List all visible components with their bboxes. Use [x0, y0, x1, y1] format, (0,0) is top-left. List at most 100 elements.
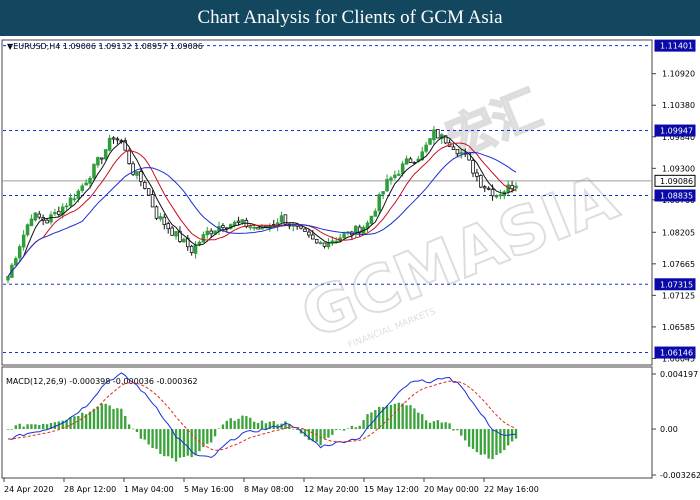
macd-histogram-bar — [96, 407, 100, 430]
candle — [381, 191, 385, 200]
macd-histogram-bar — [471, 429, 475, 449]
current-price-label: 1.09086 — [654, 174, 696, 187]
macd-histogram-bar — [120, 408, 123, 430]
macd-histogram-bar — [38, 424, 41, 430]
candle — [424, 141, 428, 154]
macd-histogram-bar — [346, 428, 350, 430]
candle — [314, 238, 319, 244]
macd-histogram-bar — [14, 425, 17, 430]
macd-histogram-bar — [378, 406, 381, 430]
time-tick-label: 8 May 08:00 — [244, 485, 294, 494]
candle — [436, 129, 440, 139]
time-tick-label: 12 May 20:00 — [304, 485, 359, 494]
macd-histogram-bar — [284, 421, 287, 430]
candle — [111, 136, 116, 144]
macd-histogram-bar — [272, 420, 275, 430]
title-bar: Chart Analysis for Clients of GCM Asia — [0, 0, 700, 36]
macd-histogram-bar — [73, 416, 76, 430]
candle — [166, 221, 170, 234]
price-tick-label: 1.10920 — [662, 70, 695, 79]
macd-histogram-bar — [202, 429, 205, 448]
candle — [17, 244, 22, 262]
candle — [502, 190, 507, 200]
svg-text:1.07315: 1.07315 — [660, 280, 693, 289]
candle — [408, 156, 413, 163]
macd-histogram-bar — [229, 418, 232, 430]
macd-histogram-bar — [108, 405, 111, 430]
macd-histogram-bar — [428, 422, 432, 430]
candle — [96, 156, 100, 168]
macd-histogram-bar — [260, 420, 264, 430]
candle — [357, 224, 362, 237]
svg-text:1.06146: 1.06146 — [660, 349, 693, 358]
macd-histogram-bar — [135, 429, 139, 433]
svg-text:1.09086: 1.09086 — [660, 177, 693, 186]
macd-histogram-bar — [370, 412, 373, 430]
price-tick-label: 1.09840 — [662, 133, 695, 142]
macd-histogram-bar — [253, 421, 256, 430]
candle — [25, 223, 30, 237]
candle — [385, 174, 389, 193]
price-tick-label: 1.06045 — [662, 354, 695, 363]
macd-histogram-bar — [41, 423, 45, 430]
macd-histogram-bar — [26, 424, 29, 430]
symbol-info: ▼EURUSD,H4 1.09006 1.09132 1.08957 1.090… — [7, 42, 203, 51]
candle — [279, 211, 284, 225]
macd-histogram-bar — [264, 423, 268, 430]
time-tick-label: 28 Apr 12:00 — [64, 485, 116, 494]
macd-histogram-bar — [510, 429, 514, 442]
candle — [72, 193, 77, 202]
time-tick-label: 5 May 16:00 — [184, 485, 234, 494]
macd-histogram-bar — [198, 429, 201, 452]
macd-histogram-bar — [460, 429, 463, 436]
macd-histogram-bar — [88, 411, 92, 430]
macd-line — [7, 372, 517, 459]
macd-histogram-bar — [233, 420, 236, 430]
macd-histogram-bar — [92, 408, 96, 430]
level-label: 1.08835 — [654, 189, 696, 202]
macd-histogram-bar — [45, 424, 49, 430]
price-chart: GCMASIA FINANCIAL MARKETS 宏汇 ▼EURUSD,H4 … — [1, 39, 700, 494]
candle — [326, 238, 331, 250]
candle — [127, 148, 131, 165]
macd-histogram-bar — [49, 422, 53, 430]
candle — [103, 149, 108, 162]
macd-histogram-bar — [116, 408, 119, 430]
macd-histogram-bar — [366, 414, 369, 430]
macd-histogram-bar — [221, 424, 225, 430]
macd-histogram-bar — [495, 429, 498, 456]
candle — [174, 230, 178, 240]
candle — [201, 231, 206, 243]
macd-histogram-bar — [155, 429, 158, 449]
candle — [397, 170, 401, 177]
macd-histogram-bar — [104, 403, 107, 430]
candle — [365, 220, 370, 233]
macd-histogram-bar — [475, 429, 479, 453]
candle — [283, 214, 288, 226]
macd-histogram-bar — [499, 429, 502, 454]
macd-histogram-bar — [448, 423, 451, 430]
macd-histogram-bar — [381, 406, 385, 430]
level-label: 1.09947 — [654, 124, 696, 137]
macd-histogram-bar — [331, 429, 334, 435]
macd-histogram-bar — [507, 429, 510, 446]
candle — [451, 144, 456, 151]
price-tick-label: 1.10380 — [662, 101, 695, 110]
candle — [479, 174, 483, 189]
macd-histogram-bar — [397, 402, 400, 430]
macd-histogram-bar — [65, 419, 68, 430]
macd-histogram-bar — [84, 414, 88, 430]
macd-histogram-bar — [256, 423, 260, 430]
macd-histogram-bar — [479, 429, 483, 455]
macd-histogram-bar — [206, 429, 209, 444]
macd-histogram-bar — [432, 421, 436, 430]
candle — [107, 134, 112, 152]
macd-histogram-bar — [514, 429, 518, 439]
macd-histogram-bar — [456, 429, 459, 431]
macd-histogram-bar — [436, 420, 440, 430]
candle — [486, 186, 491, 191]
candle — [123, 137, 127, 151]
candle — [53, 208, 57, 217]
macd-histogram-bar — [186, 429, 189, 456]
watermark-cjk: 宏汇 — [439, 81, 549, 169]
